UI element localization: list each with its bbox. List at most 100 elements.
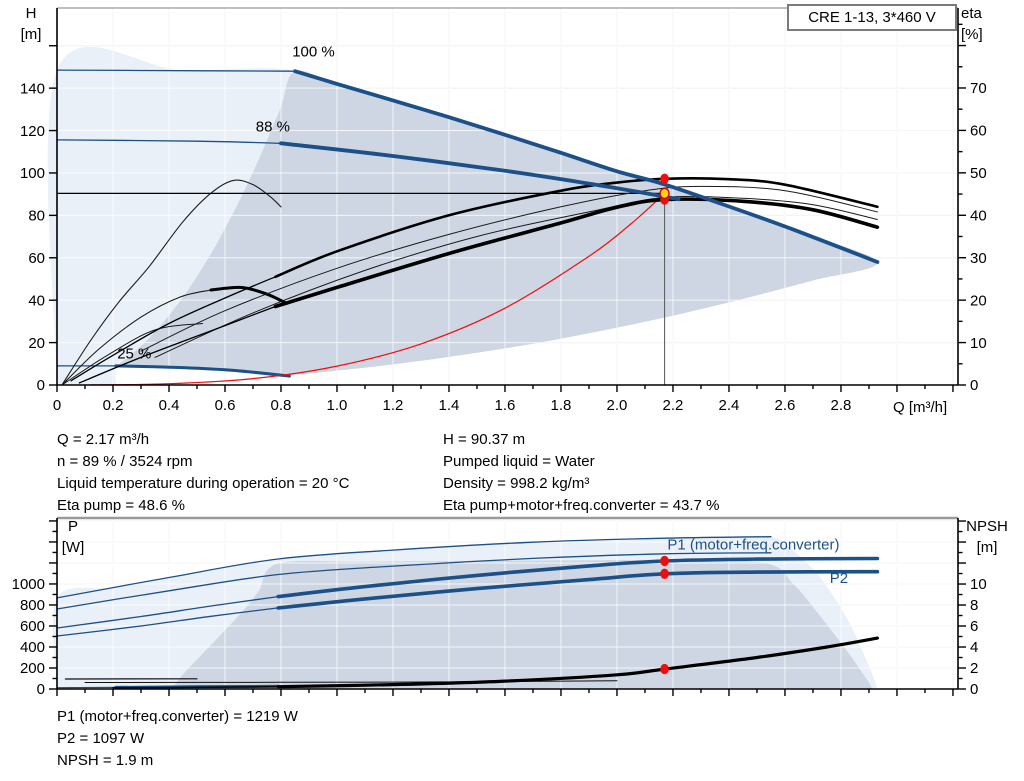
bottom-right-tick-label: 0 (970, 681, 978, 698)
eta-axis-label: eta [%] (961, 3, 1013, 45)
bottom-label-p2: P2 (830, 570, 848, 587)
npsh-axis-label: NPSH [m] (956, 516, 1018, 558)
bottom-chart: 0 200 400 600 800 1000 0 2 4 6 8 10 P1 (motor+freq.c… (12, 516, 987, 698)
bottom-duty-p1-dot (660, 555, 669, 567)
p-axis-label-unit: [W] (61, 539, 85, 556)
pump-model-badge: CRE 1-13, 3*460 V (787, 4, 957, 31)
top-right-tick-label: 20 (970, 292, 987, 309)
top-eta-pump-start-curve (70, 276, 277, 382)
info-pumped-liquid: Pumped liquid = Water (443, 453, 595, 470)
top-x-tick-label: 0.8 (271, 397, 292, 414)
top-x-tick-label: 1.0 (327, 397, 348, 414)
top-ticks: 0 20 40 60 80 100 120 140 0 10 20 30 40 50 60 70 0 0.2 0.4… (20, 23, 987, 414)
top-eta-total-start-curve (78, 305, 277, 384)
bottom-left-tick-label: 1000 (12, 576, 45, 593)
bottom-npsh-flat-b-curve (84, 680, 618, 683)
top-left-tick-label: 140 (20, 80, 45, 97)
bottom-p1-duty-start-curve (56, 595, 279, 629)
bottom-label-p1: P1 (motor+freq.converter) (667, 536, 839, 553)
top-left-tick-label: 80 (28, 208, 45, 225)
top-speed-88-flat-curve (56, 139, 282, 144)
bottom-duty-npsh-dot (660, 663, 669, 675)
top-eta-thin-b-curve (154, 195, 878, 358)
bottom-left-tick-label: 200 (20, 660, 45, 677)
eta-axis-label-symbol: eta (961, 5, 982, 22)
bottom-curves (56, 536, 880, 689)
bottom-right-tick-label: 2 (970, 660, 978, 677)
npsh-axis-label-unit: [m] (976, 539, 998, 556)
info-h: H = 90.37 m (443, 431, 526, 448)
p-axis-label: P [W] (50, 516, 96, 558)
bottom-p1-100-curve (56, 536, 772, 599)
duty-info-left: Q = 2.17 m³/h n = 89 % / 3524 rpm Liquid… (57, 429, 349, 517)
bottom-axes (56, 516, 959, 690)
top-eta-reduced-main-curve (209, 285, 289, 305)
bottom-left-tick-label: 400 (20, 639, 45, 656)
info-speed: n = 89 % / 3524 rpm (57, 453, 193, 470)
bottom-p2-duty-start-curve (56, 607, 279, 637)
top-left-tick-label: 60 (28, 250, 45, 267)
top-curves (56, 69, 880, 386)
top-labels: 100 % 88 % 25 % (117, 43, 335, 362)
top-left-tick-label: 0 (37, 377, 45, 394)
bottom-grid-over (57, 518, 958, 689)
bottom-ticks: 0 200 400 600 800 1000 0 2 4 6 8 10 (12, 520, 987, 698)
top-speed-25-main-curve (114, 364, 291, 378)
info-p1: P1 (motor+freq.converter) = 1219 W (57, 708, 298, 725)
top-x-tick-label: 2.6 (775, 397, 796, 414)
info-npsh: NPSH = 1.9 m (57, 752, 154, 769)
bottom-npsh-start-curve (112, 686, 279, 689)
top-right-tick-label: 70 (970, 80, 987, 97)
h-axis-label: H [m] (8, 3, 54, 45)
bottom-left-tick-label: 800 (20, 597, 45, 614)
top-duty-eta-pump-dot (660, 173, 669, 184)
top-right-tick-label: 60 (970, 123, 987, 140)
top-x-tick-label: 1.8 (551, 397, 572, 414)
top-chart: 0 20 40 60 80 100 120 140 0 10 20 30 40 50 60 70 0 0.2 0.4… (20, 7, 987, 414)
bottom-p2-main-curve (276, 569, 880, 610)
top-eta-total-main-curve (273, 197, 880, 309)
top-right-tick-label: 0 (970, 377, 978, 394)
bottom-right-tick-label: 8 (970, 597, 978, 614)
top-x-tick-label: 0.2 (103, 397, 124, 414)
power-info: P1 (motor+freq.converter) = 1219 W P2 = … (57, 706, 298, 772)
top-speed-88-main-curve (279, 141, 681, 202)
top-right-tick-label: 10 (970, 335, 987, 352)
bottom-duty-p2-dot (660, 568, 669, 579)
bottom-p1-main-curve (276, 556, 880, 599)
top-right-tick-label: 40 (970, 207, 987, 224)
top-eta-pump-main-curve (274, 177, 879, 279)
top-x-tick-label: 1.4 (439, 397, 460, 414)
top-right-tick-label: 50 (970, 165, 987, 182)
bottom-right-tick-label: 6 (970, 618, 978, 635)
info-eta-total: Eta pump+motor+freq.converter = 43.7 % (443, 497, 720, 514)
npsh-axis-label-symbol: NPSH (966, 518, 1008, 535)
top-control-curve-curve (90, 192, 666, 386)
top-x-tick-label: 2.4 (719, 397, 740, 414)
top-left-tick-label: 40 (28, 292, 45, 309)
top-label-25pct: 25 % (117, 345, 151, 362)
info-eta-pump: Eta pump = 48.6 % (57, 497, 185, 514)
p-axis-label-symbol: P (67, 518, 78, 535)
top-markers (659, 173, 670, 205)
top-label-100pct: 100 % (292, 43, 335, 60)
bottom-envelope-gray (171, 560, 872, 689)
top-eta-fan-b-curve (62, 289, 212, 385)
top-eta-fan-c-curve (62, 323, 204, 386)
top-x-tick-label: 2.8 (831, 397, 852, 414)
top-speed-100-flat-curve (56, 69, 296, 72)
bottom-right-tick-label: 10 (970, 576, 987, 593)
top-axes (56, 7, 959, 386)
top-left-tick-label: 120 (20, 123, 45, 140)
top-x-tick-label: 0.6 (215, 397, 236, 414)
top-duty-qh-dot (659, 187, 670, 200)
top-left-tick-label: 100 (20, 165, 45, 182)
top-speed-100-main-curve (293, 69, 880, 264)
bottom-markers (660, 555, 669, 675)
top-x-tick-label: 0.4 (159, 397, 180, 414)
bottom-npsh-main-curve (276, 636, 879, 689)
info-density: Density = 998.2 kg/m³ (443, 475, 590, 492)
h-axis-label-symbol: H (25, 5, 37, 22)
